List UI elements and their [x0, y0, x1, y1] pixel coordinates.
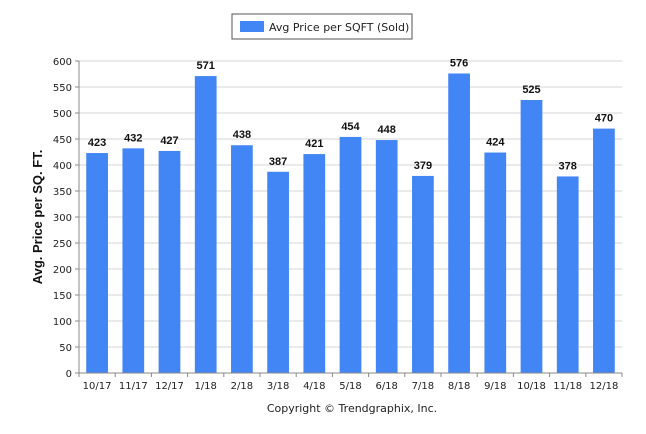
- bar: [375, 140, 398, 373]
- bar: [86, 153, 108, 373]
- y-tick-label: 200: [53, 265, 72, 276]
- data-label: 421: [305, 138, 323, 150]
- x-tick-label: 10/17: [83, 381, 112, 392]
- bar: [122, 148, 145, 373]
- x-tick-label: 5/18: [339, 381, 361, 392]
- y-axis-title: Avg. Price per SQ. FT.: [30, 150, 45, 285]
- bar: [593, 128, 615, 373]
- data-label: 438: [233, 129, 251, 141]
- x-tick-label: 7/18: [412, 381, 434, 392]
- data-label: 470: [595, 113, 613, 125]
- x-tick-label: 8/18: [448, 381, 470, 392]
- data-label: 387: [269, 156, 287, 168]
- data-label: 525: [522, 84, 540, 96]
- y-tick-label: 300: [53, 213, 72, 224]
- x-tick-label: 10/18: [517, 381, 546, 392]
- x-tick-label: 3/18: [267, 381, 289, 392]
- x-tick-label: 1/18: [194, 381, 216, 392]
- y-tick-label: 0: [66, 369, 72, 380]
- x-tick-label: 11/18: [553, 381, 582, 392]
- data-label: 424: [486, 137, 505, 149]
- data-label: 576: [450, 57, 468, 69]
- legend: Avg Price per SQFT (Sold): [231, 13, 413, 40]
- y-tick-label: 400: [53, 161, 72, 172]
- bar: [267, 171, 289, 373]
- y-tick-label: 550: [53, 83, 72, 94]
- x-tick-label: 4/18: [303, 381, 325, 392]
- x-tick-label: 11/17: [119, 381, 148, 392]
- copyright-text: Copyright © Trendgraphix, Inc.: [267, 402, 437, 415]
- bar: [412, 175, 434, 373]
- x-tick-label: 12/18: [589, 381, 618, 392]
- bars: [86, 73, 615, 373]
- y-axis-ticks: 0 50 100 150 200 250 300 350 400 450 500 550 600: [53, 57, 79, 380]
- bar: [231, 145, 253, 373]
- bar: [520, 100, 543, 373]
- y-tick-label: 600: [53, 57, 72, 68]
- data-label: 454: [341, 121, 360, 133]
- bar: [303, 154, 326, 373]
- data-label: 379: [414, 160, 432, 172]
- data-labels: 423 432 427 571 438 387 421 454 448 379 576 424 525 3…: [88, 57, 613, 172]
- x-tick-label: 9/18: [484, 381, 506, 392]
- data-label: 427: [160, 135, 178, 147]
- y-tick-label: 500: [53, 109, 72, 120]
- bar: [556, 176, 579, 373]
- legend-swatch: [240, 21, 264, 32]
- x-axis-ticks: 10/17 11/17 12/17 1/18 2/18 3/18 4/18 5/18 6/18 7…: [78, 373, 623, 392]
- x-tick-label: 6/18: [375, 381, 397, 392]
- y-tick-label: 150: [53, 291, 72, 302]
- x-tick-label: 2/18: [231, 381, 253, 392]
- y-tick-label: 350: [53, 187, 72, 198]
- y-tick-label: 250: [53, 239, 72, 250]
- data-label: 448: [378, 124, 396, 136]
- bar: [484, 152, 507, 373]
- bar: [339, 136, 362, 373]
- x-tick-label: 12/17: [155, 381, 184, 392]
- axes: [78, 61, 622, 374]
- data-label: 571: [197, 60, 215, 72]
- bar: [448, 73, 470, 373]
- y-tick-label: 450: [53, 135, 72, 146]
- y-tick-label: 100: [53, 317, 72, 328]
- y-tick-label: 50: [59, 343, 72, 354]
- data-label: 378: [559, 160, 577, 172]
- legend-label: Avg Price per SQFT (Sold): [269, 21, 409, 34]
- bar: [194, 76, 217, 373]
- data-label: 432: [124, 132, 142, 144]
- data-label: 423: [88, 137, 106, 149]
- bar: [158, 150, 181, 373]
